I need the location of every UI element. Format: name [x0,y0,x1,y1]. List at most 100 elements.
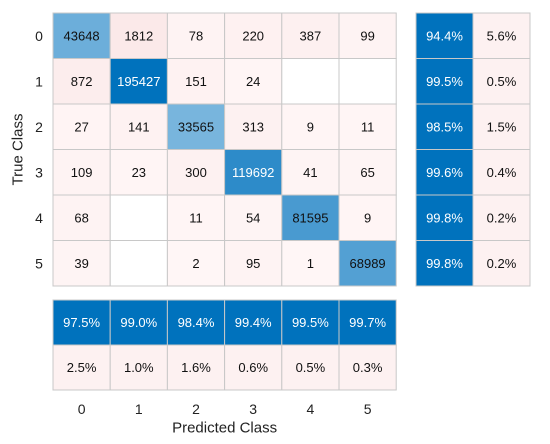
matrix-value-4-5: 9 [364,210,371,225]
matrix-cell-1-1 [109,58,168,105]
matrix-value-1-2: 151 [185,74,207,89]
matrix-value-0-5: 99 [360,28,374,43]
matrix-cell-5-1 [109,240,168,287]
col-summary-correct-3: 99.4% [235,315,272,330]
matrix-cell-5-2 [166,240,226,287]
col-summary-incorrect-2: 1.6% [181,360,211,375]
matrix-value-5-0: 39 [74,256,88,271]
row-summary-correct-cell-5 [415,240,474,287]
matrix-cell-3-3 [224,149,283,196]
col-summary-correct-cell-5 [338,299,397,346]
row-summary-incorrect-cell-5 [472,240,531,287]
matrix-cell-4-0 [52,194,111,241]
matrix-value-3-0: 109 [71,165,93,180]
matrix-cell-5-0 [52,240,111,287]
matrix-cell-4-1 [109,194,168,241]
col-summary-incorrect-cell-5 [338,344,397,391]
matrix-value-3-4: 41 [303,165,317,180]
matrix-value-0-4: 387 [300,28,322,43]
matrix-value-5-2: 2 [192,256,199,271]
matrix-cell-0-2 [166,12,226,59]
matrix-value-4-3: 54 [246,210,260,225]
row-summary-correct-cell-3 [415,149,474,196]
matrix-value-5-3: 95 [246,256,260,271]
matrix-cell-3-5 [338,149,397,196]
row-summary-correct-5: 99.8% [426,256,463,271]
col-summary-incorrect-0: 2.5% [67,360,97,375]
matrix-cell-3-1 [109,149,168,196]
row-summary-correct-0: 94.4% [426,28,463,43]
row-summary-incorrect-0: 5.6% [487,28,517,43]
col-summary-correct-cell-1 [109,299,168,346]
col-summary-incorrect-cell-0 [52,344,111,391]
x-tick-label-0: 0 [78,401,86,417]
x-axis-label: Predicted Class [172,420,277,437]
matrix-cell-3-2 [166,149,226,196]
matrix-value-2-0: 27 [74,119,88,134]
col-summary-correct-5: 99.7% [349,315,386,330]
matrix-value-2-5: 11 [361,119,375,134]
col-summary-incorrect-1: 1.0% [124,360,154,375]
matrix-cell-0-1 [109,12,168,59]
col-summary-correct-2: 98.4% [178,315,215,330]
matrix-cell-0-5 [338,12,397,59]
row-summary-incorrect-1: 0.5% [487,74,517,89]
matrix-value-5-5: 68989 [350,256,386,271]
matrix-cell-3-0 [52,149,111,196]
matrix-value-0-2: 78 [189,28,203,43]
col-summary-correct-1: 99.0% [120,315,157,330]
matrix-cell-3-4 [281,149,340,196]
matrix-cell-0-0 [52,12,111,59]
matrix-value-3-5: 65 [360,165,374,180]
col-summary-incorrect-5: 0.3% [353,360,383,375]
matrix-cell-5-5 [338,240,397,287]
matrix-cell-5-4 [281,240,340,287]
y-tick-label-3: 3 [35,164,43,180]
col-summary-incorrect-4: 0.5% [296,360,326,375]
matrix-value-3-2: 300 [185,165,207,180]
row-summary-incorrect-cell-4 [472,194,531,241]
row-summary-correct-3: 99.6% [426,165,463,180]
x-tick-label-3: 3 [249,401,257,417]
matrix-value-2-3: 313 [242,119,264,134]
col-summary-correct-4: 99.5% [292,315,329,330]
row-summary-incorrect-4: 0.2% [487,210,517,225]
col-summary-incorrect-3: 0.6% [238,360,268,375]
row-summary-correct-2: 98.5% [426,119,463,134]
row-summary-incorrect-5: 0.2% [487,256,517,271]
col-summary-incorrect-cell-4 [281,344,340,391]
row-summary-incorrect-cell-3 [472,149,531,196]
matrix-value-0-3: 220 [242,28,264,43]
y-axis-label: True Class [10,114,27,186]
col-summary-incorrect-cell-1 [109,344,168,391]
y-tick-label-1: 1 [35,73,43,89]
y-tick-label-0: 0 [35,28,43,44]
col-summary-correct-0: 97.5% [63,315,100,330]
matrix-value-1-0: 872 [71,74,93,89]
matrix-value-4-0: 68 [74,210,88,225]
matrix-cell-2-5 [338,103,397,150]
col-summary-correct-cell-3 [224,299,283,346]
y-tick-label-4: 4 [35,210,43,226]
matrix-value-2-1: 141 [128,119,150,134]
col-summary-correct-cell-2 [166,299,226,346]
col-summary-incorrect-cell-2 [166,344,226,391]
x-tick-label-4: 4 [307,401,315,417]
matrix-cell-2-3 [224,103,283,150]
row-summary-incorrect-3: 0.4% [487,165,517,180]
x-tick-label-1: 1 [135,401,143,417]
matrix-value-0-0: 43648 [64,28,100,43]
y-tick-label-2: 2 [35,119,43,135]
matrix-value-4-4: 81595 [292,210,328,225]
matrix-cell-4-5 [338,194,397,241]
matrix-value-1-3: 24 [246,74,260,89]
row-summary-correct-1: 99.5% [426,74,463,89]
x-tick-label-5: 5 [364,401,372,417]
matrix-cell-2-1 [109,103,168,150]
row-summary-incorrect-2: 1.5% [487,119,517,134]
row-summary-correct-cell-2 [415,103,474,150]
matrix-cell-1-3 [224,58,283,105]
col-summary-correct-cell-0 [52,299,111,346]
matrix-value-5-4: 1 [307,256,314,271]
